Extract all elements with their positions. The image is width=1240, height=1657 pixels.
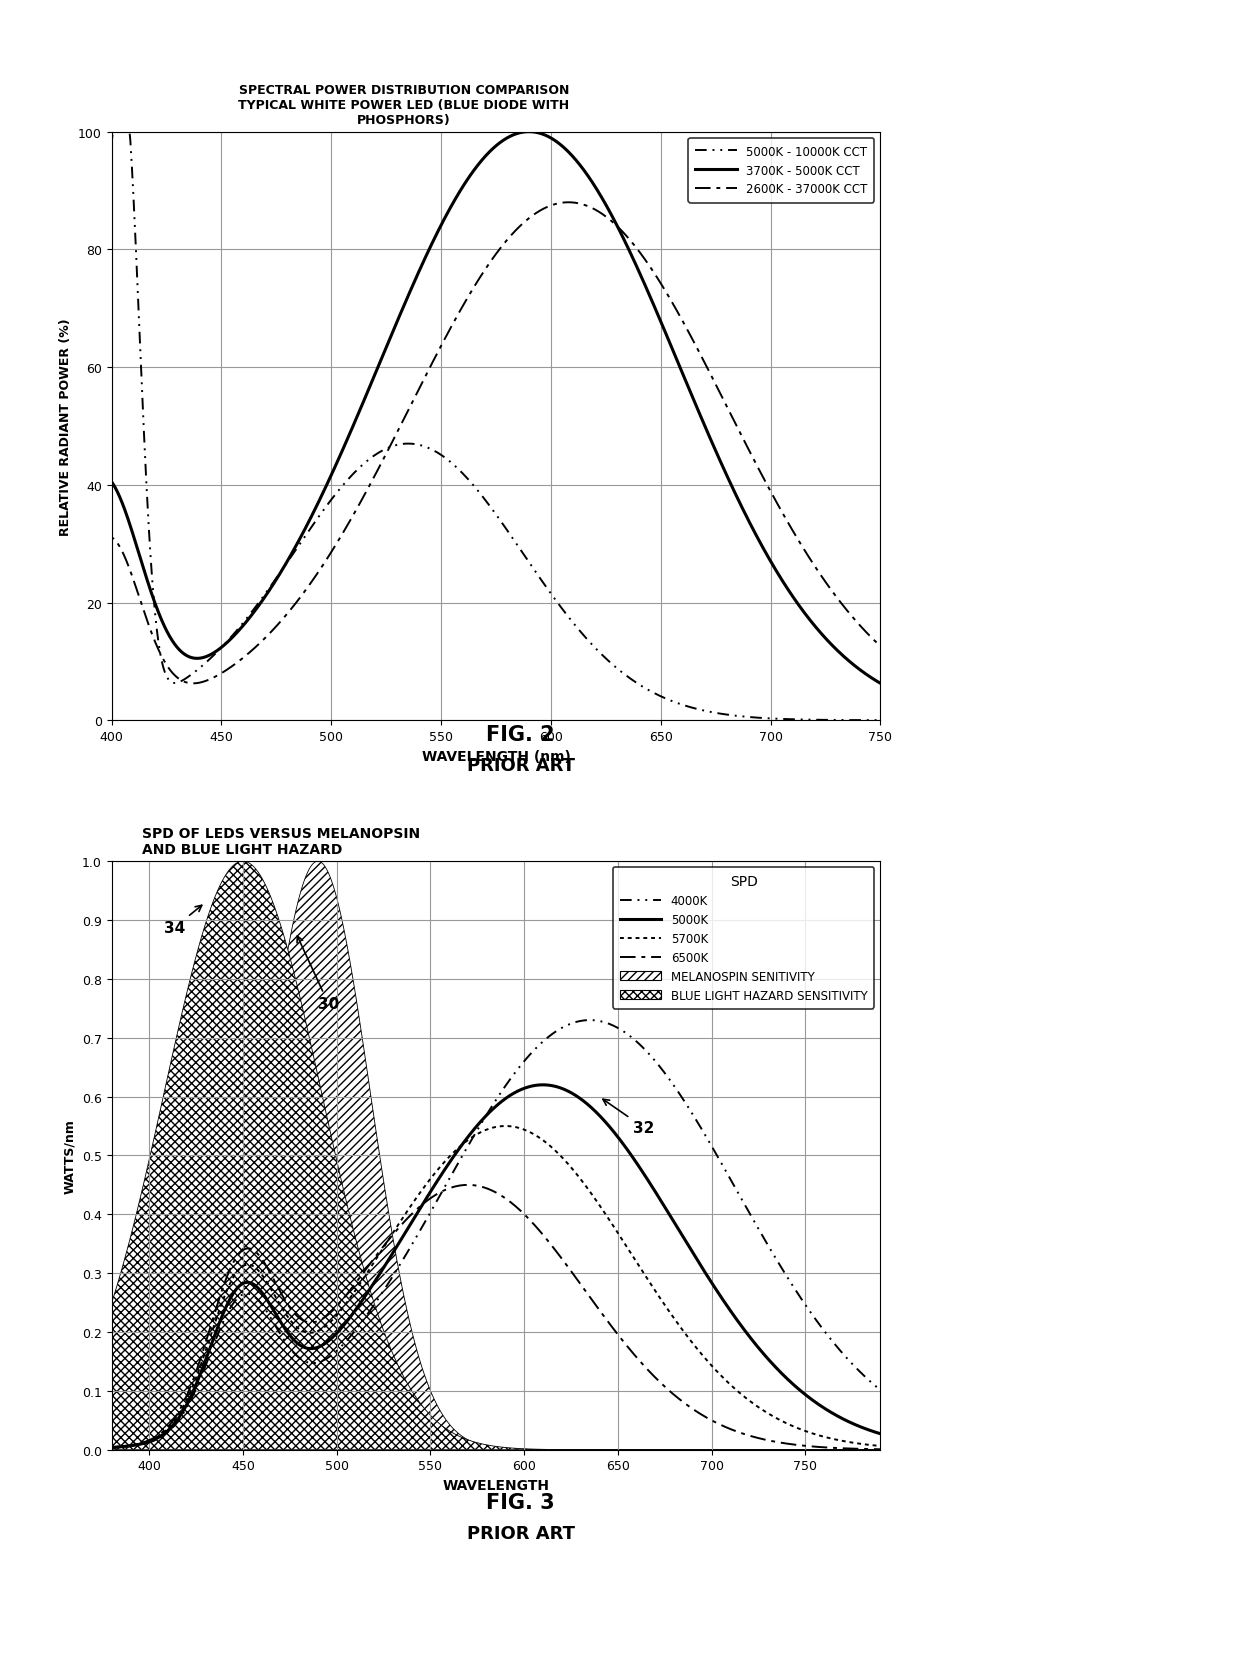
X-axis label: WAVELENGTH (nm): WAVELENGTH (nm): [422, 749, 570, 762]
Text: 34: 34: [164, 906, 202, 935]
Text: SPD OF LEDS VERSUS MELANOPSIN
AND BLUE LIGHT HAZARD: SPD OF LEDS VERSUS MELANOPSIN AND BLUE L…: [143, 827, 420, 857]
Text: PRIOR ART: PRIOR ART: [466, 757, 575, 774]
Text: PRIOR ART: PRIOR ART: [466, 1524, 575, 1541]
Text: 32: 32: [603, 1100, 655, 1135]
Y-axis label: WATTS/nm: WATTS/nm: [63, 1118, 77, 1193]
Title: SPECTRAL POWER DISTRIBUTION COMPARISON
TYPICAL WHITE POWER LED (BLUE DIODE WITH
: SPECTRAL POWER DISTRIBUTION COMPARISON T…: [238, 85, 569, 128]
Text: FIG. 2: FIG. 2: [486, 724, 556, 744]
Legend: 5000K - 10000K CCT, 3700K - 5000K CCT, 2600K - 37000K CCT: 5000K - 10000K CCT, 3700K - 5000K CCT, 2…: [688, 139, 874, 204]
Legend: 4000K, 5000K, 5700K, 6500K, MELANOSPIN SENITIVITY, BLUE LIGHT HAZARD SENSITIVITY: 4000K, 5000K, 5700K, 6500K, MELANOSPIN S…: [613, 868, 874, 1009]
Text: FIG. 3: FIG. 3: [486, 1491, 556, 1511]
Text: 30: 30: [298, 936, 339, 1012]
Y-axis label: RELATIVE RADIANT POWER (%): RELATIVE RADIANT POWER (%): [60, 318, 72, 535]
X-axis label: WAVELENGTH: WAVELENGTH: [443, 1478, 549, 1491]
